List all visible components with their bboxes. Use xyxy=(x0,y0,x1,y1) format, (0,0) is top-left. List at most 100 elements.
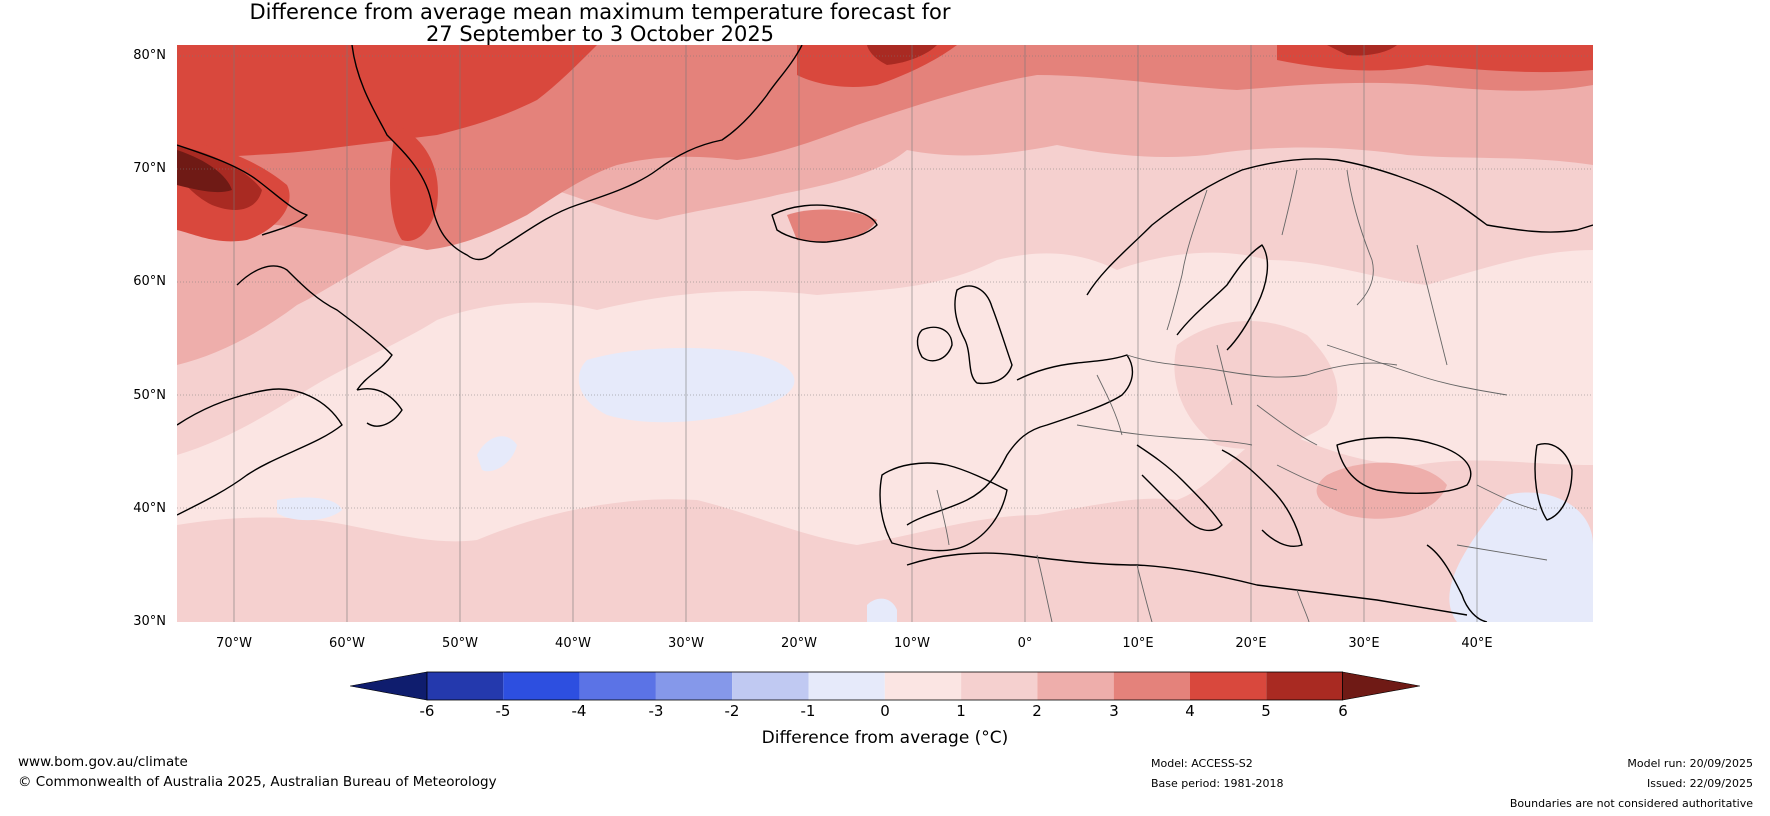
colorbar-segment-m3-m2 xyxy=(655,672,733,700)
footer-base-period: Base period: 1981-2018 xyxy=(1151,777,1284,790)
border-ukraine xyxy=(1326,344,1508,396)
colorbar-tick-4: 4 xyxy=(1185,702,1195,720)
anomaly-band-neg-east xyxy=(1449,492,1593,622)
anomaly-band-4-5 xyxy=(177,45,597,160)
map-title-line-2: 27 September to 3 October 2025 xyxy=(425,22,775,46)
colorbar-tick-m4: -4 xyxy=(571,702,587,720)
coastline-north-africa xyxy=(906,552,1468,616)
border-balkan-1 xyxy=(1256,404,1318,446)
colorbar-tick-m3: -3 xyxy=(648,702,664,720)
border-finland-russia xyxy=(1346,169,1374,306)
colorbar-segment-2-3 xyxy=(1037,672,1114,700)
border-north-africa-3 xyxy=(1296,589,1310,622)
coastline-newfoundland xyxy=(356,388,403,427)
lon-label-60w: 60°W xyxy=(329,636,365,651)
lon-label-10e: 10°E xyxy=(1122,636,1154,651)
border-north-africa-1 xyxy=(1036,554,1053,622)
colorbar-segment-m4-m3 xyxy=(579,672,656,700)
lat-label-50n: 50°N xyxy=(133,388,166,403)
lat-label-80n: 80°N xyxy=(133,48,166,63)
lon-label-20e: 20°E xyxy=(1235,636,1267,651)
colorbar-segment-3-4 xyxy=(1113,672,1190,700)
coastline-great-britain xyxy=(954,285,1013,385)
anomaly-band-neg-south xyxy=(867,598,897,622)
anomaly-band-4-5-greenland-ridge xyxy=(390,125,438,241)
colorbar-extend-max xyxy=(1342,671,1421,701)
coastline-canada-south xyxy=(177,388,343,516)
footer-model-run: Model run: 20/09/2025 xyxy=(1627,757,1753,770)
coastline-italy xyxy=(1136,444,1223,532)
lat-label-60n: 60°N xyxy=(133,274,166,289)
coastline-labrador xyxy=(236,265,393,391)
lon-label-40w: 40°W xyxy=(555,636,591,651)
lon-label-50w: 50°W xyxy=(442,636,478,651)
footer-website: www.bom.gov.au/climate xyxy=(18,754,188,770)
border-russia-east xyxy=(1416,244,1448,366)
colorbar-tick-m1: -1 xyxy=(800,702,816,720)
colorbar-tick-3: 3 xyxy=(1109,702,1119,720)
colorbar-segment-4-5 xyxy=(1190,672,1267,700)
coastline-iceland xyxy=(771,204,878,243)
colorbar-tick-1: 1 xyxy=(956,702,966,720)
anomaly-band-1-2-south xyxy=(177,430,1593,622)
map-meridians xyxy=(233,45,1478,622)
coastline-baltic xyxy=(1176,244,1269,351)
colorbar-tick-0: 0 xyxy=(880,702,890,720)
anomaly-band-5-6-north xyxy=(867,45,937,65)
coastline-balkans xyxy=(1221,449,1303,547)
coastline-ireland xyxy=(916,326,953,362)
border-iberia xyxy=(936,489,950,546)
coastline-black-sea xyxy=(1336,436,1472,494)
coastline-europe-west xyxy=(906,354,1134,526)
coastline-middle-east xyxy=(1426,544,1488,622)
anomaly-band-neg-small xyxy=(477,436,517,472)
border-middle-east xyxy=(1456,544,1548,561)
border-alps xyxy=(1076,424,1253,446)
lon-label-30e: 30°E xyxy=(1348,636,1380,651)
footer-copyright: © Commonwealth of Australia 2025, Austra… xyxy=(18,774,497,790)
lon-label-20w: 20°W xyxy=(781,636,817,651)
temperature-anomaly-map xyxy=(177,45,1593,622)
border-norway-sweden xyxy=(1166,189,1208,331)
anomaly-band-1-2-mid xyxy=(1174,321,1338,449)
colorbar xyxy=(349,670,1421,702)
lat-label-40n: 40°N xyxy=(133,501,166,516)
footer-disclaimer: Boundaries are not considered authoritat… xyxy=(1509,797,1753,810)
colorbar-segment-m6-m5 xyxy=(427,672,504,700)
colorbar-tick-2: 2 xyxy=(1032,702,1042,720)
anomaly-band-3-4-iceland xyxy=(787,209,877,242)
colorbar-label: Difference from average (°C) xyxy=(761,728,1009,748)
colorbar-tick-6: 6 xyxy=(1338,702,1348,720)
footer-issued: Issued: 22/09/2025 xyxy=(1646,777,1753,790)
map-gridlines xyxy=(177,55,1593,509)
border-central-europe xyxy=(1126,354,1398,378)
lat-label-70n: 70°N xyxy=(133,161,166,176)
border-sweden-finland xyxy=(1281,169,1298,236)
lon-label-40e: 40°E xyxy=(1461,636,1493,651)
colorbar-segment-0-1 xyxy=(884,672,962,700)
map-title-line-1: Difference from average mean maximum tem… xyxy=(249,0,951,24)
coastline-caspian xyxy=(1534,443,1573,521)
anomaly-band-neg-west xyxy=(277,497,342,521)
footer-model: Model: ACCESS-S2 xyxy=(1151,757,1253,770)
lon-label-0: 0° xyxy=(1017,636,1033,651)
colorbar-segment-m5-m4 xyxy=(503,672,580,700)
coastline-greenland xyxy=(351,45,803,261)
colorbar-segment-1-2 xyxy=(961,672,1038,700)
coastlines xyxy=(177,45,1593,622)
border-germany-poland xyxy=(1216,344,1233,406)
colorbar-graphic xyxy=(349,671,1421,701)
border-balkan-2 xyxy=(1276,464,1338,491)
anomaly-band-neg-atlantic xyxy=(578,348,795,423)
colorbar-segment-m1-0 xyxy=(808,672,885,700)
border-turkey-east xyxy=(1476,484,1538,511)
border-france-germany xyxy=(1096,374,1123,436)
coastline-scandinavia xyxy=(1086,158,1593,296)
coastline-baffin xyxy=(177,144,308,236)
border-north-africa-2 xyxy=(1136,564,1153,622)
colorbar-segment-m2-m1 xyxy=(732,672,809,700)
anomaly-band-above-6 xyxy=(177,150,232,193)
lat-label-30n: 30°N xyxy=(133,614,166,629)
colorbar-tick-m6: -6 xyxy=(419,702,435,720)
